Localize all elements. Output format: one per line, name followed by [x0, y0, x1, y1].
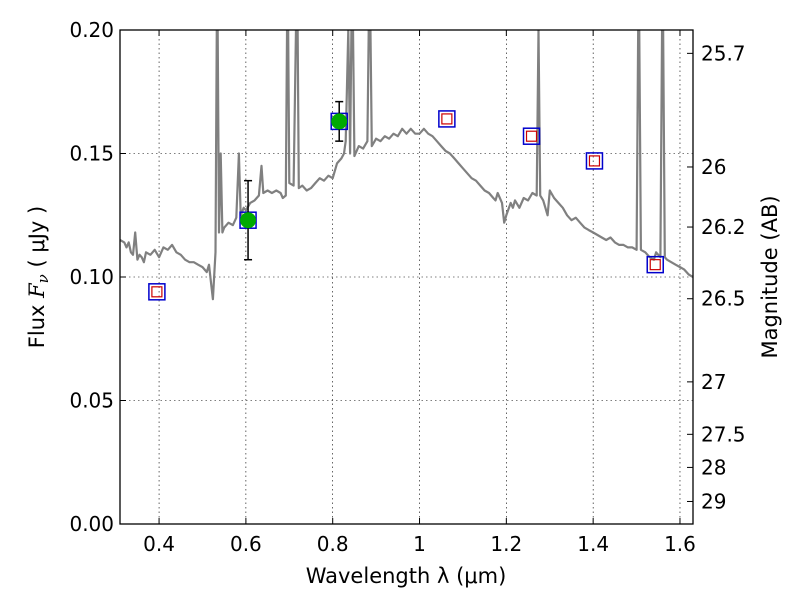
x-tick-label: 0.8 — [317, 532, 349, 556]
tick-layer: 0.4 0.6 0.8 1 1.2 1.4 1.6 0.00 0.05 0.10 0.15 0.20 2… — [69, 18, 745, 556]
y2-tick-label: 29 — [701, 489, 726, 513]
x-tick-label: 1.2 — [490, 532, 522, 556]
y2-tick-label: 26 — [701, 155, 726, 179]
y-axis-title: Flux Fν ( μJy ) — [25, 206, 52, 348]
y-tick-label: 0.05 — [69, 389, 114, 413]
observed-photometry-point — [240, 212, 257, 229]
y2-axis-title: Magnitude (AB) — [758, 195, 782, 358]
y-axis-title-symbol: F — [25, 282, 49, 299]
x-tick-label: 1.4 — [577, 532, 609, 556]
model-photometry-square — [646, 255, 664, 274]
model-photometry-inner-square — [525, 130, 538, 142]
y-axis-title-prefix: Flux — [25, 298, 49, 348]
y2-tick-label: 27 — [701, 370, 726, 394]
plot-frame — [119, 29, 694, 525]
y-axis-title-subscript: ν — [34, 274, 52, 283]
y-tick-label: 0.15 — [69, 142, 114, 166]
model-photometry-square — [585, 152, 604, 170]
spectrum-line — [120, 30, 693, 301]
x-tick-label: 0.6 — [230, 532, 262, 556]
y-tick-label: 0.00 — [69, 512, 114, 536]
model-photometry-square — [438, 110, 456, 128]
model-photometry-inner-square — [588, 155, 601, 167]
x-tick-label: 1.6 — [664, 532, 696, 556]
marker-layer — [148, 100, 664, 301]
y-tick-label: 0.10 — [69, 265, 114, 289]
y2-tick-label: 27.5 — [701, 422, 746, 446]
model-photometry-square — [148, 283, 166, 301]
x-tick-label: 1 — [413, 532, 426, 556]
observed-photometry-point — [331, 113, 348, 130]
model-photometry-square — [522, 127, 541, 145]
y2-tick-label: 26.5 — [701, 287, 746, 311]
model-photometry-inner-square — [151, 286, 163, 298]
x-tick-label: 0.4 — [143, 532, 175, 556]
y2-tick-label: 25.7 — [701, 41, 746, 65]
x-axis-title: Wavelength λ (μm) — [306, 564, 507, 588]
y2-tick-label: 28 — [701, 455, 726, 479]
model-photometry-inner-square — [441, 113, 453, 125]
y-tick-label: 0.20 — [69, 18, 114, 42]
y-axis-title-unit: ( μJy ) — [25, 206, 49, 274]
spectrum-layer — [120, 30, 693, 301]
model-photometry-inner-square — [649, 259, 661, 271]
y2-tick-label: 26.2 — [701, 215, 746, 239]
